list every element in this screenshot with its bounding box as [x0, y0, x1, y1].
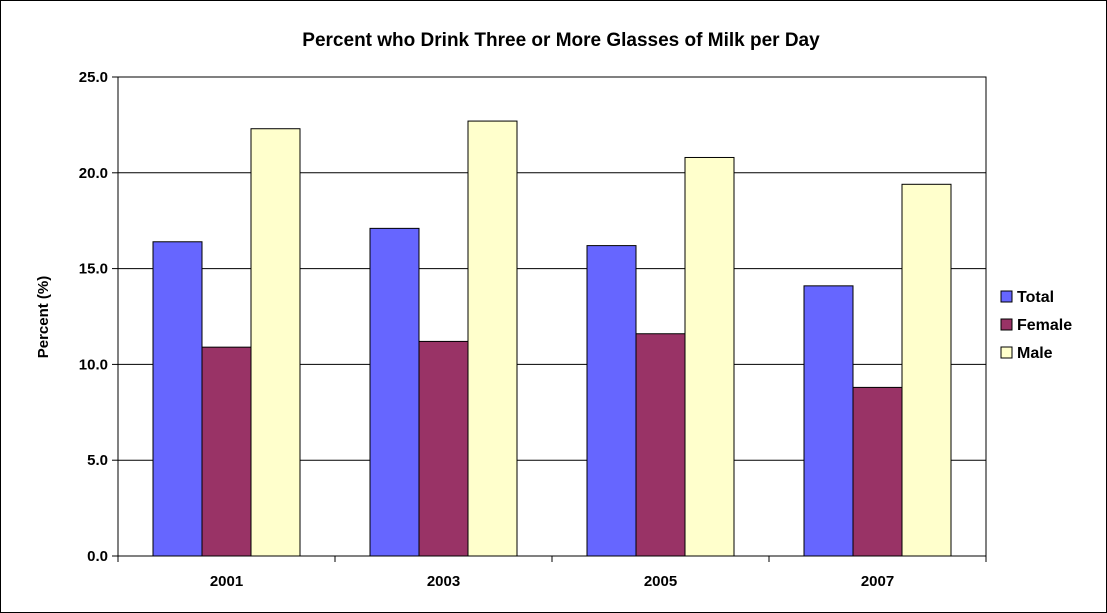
y-tick-label: 20.0	[79, 165, 108, 182]
legend-label-female: Female	[1017, 317, 1072, 334]
bar-female-2003	[418, 340, 469, 557]
x-tick-label: 2003	[427, 573, 460, 590]
axes	[112, 76, 987, 562]
legend-swatch-total	[1000, 290, 1013, 303]
x-tick-label: 2005	[644, 573, 677, 590]
bar-male-2007	[901, 183, 952, 557]
y-tick-labels: 0.0 5.0 10.0 15.0 20.0 25.0	[79, 69, 108, 565]
y-tick-label: 15.0	[79, 261, 108, 278]
y-tick-label: 25.0	[79, 69, 108, 86]
bars	[152, 120, 952, 557]
x-tick-labels: 2001 2003 2005 2007	[210, 573, 894, 590]
bar-total-2003	[369, 227, 420, 557]
bar-male-2003	[467, 120, 518, 557]
y-tick-label: 10.0	[79, 356, 108, 373]
bar-male-2001	[250, 128, 301, 557]
legend-label-total: Total	[1017, 289, 1054, 306]
bar-male-2005	[684, 156, 735, 557]
legend-swatch-female	[1000, 318, 1013, 331]
bar-total-2005	[586, 245, 637, 557]
legend: Total Female Male	[1000, 289, 1072, 362]
y-tick-label: 5.0	[87, 452, 108, 469]
chart-title: Percent who Drink Three or More Glasses …	[302, 30, 820, 51]
bar-female-2005	[635, 333, 686, 557]
plot-area-border	[117, 76, 987, 557]
bar-female-2001	[201, 346, 252, 557]
legend-swatch-male	[1000, 346, 1013, 359]
bar-total-2007	[803, 285, 854, 557]
x-tick-label: 2001	[210, 573, 243, 590]
legend-label-male: Male	[1017, 345, 1053, 362]
bar-total-2001	[152, 241, 203, 557]
y-axis-label: Percent (%)	[35, 276, 52, 359]
y-tick-label: 0.0	[87, 548, 108, 565]
bar-female-2007	[852, 386, 903, 557]
x-tick-label: 2007	[861, 573, 894, 590]
